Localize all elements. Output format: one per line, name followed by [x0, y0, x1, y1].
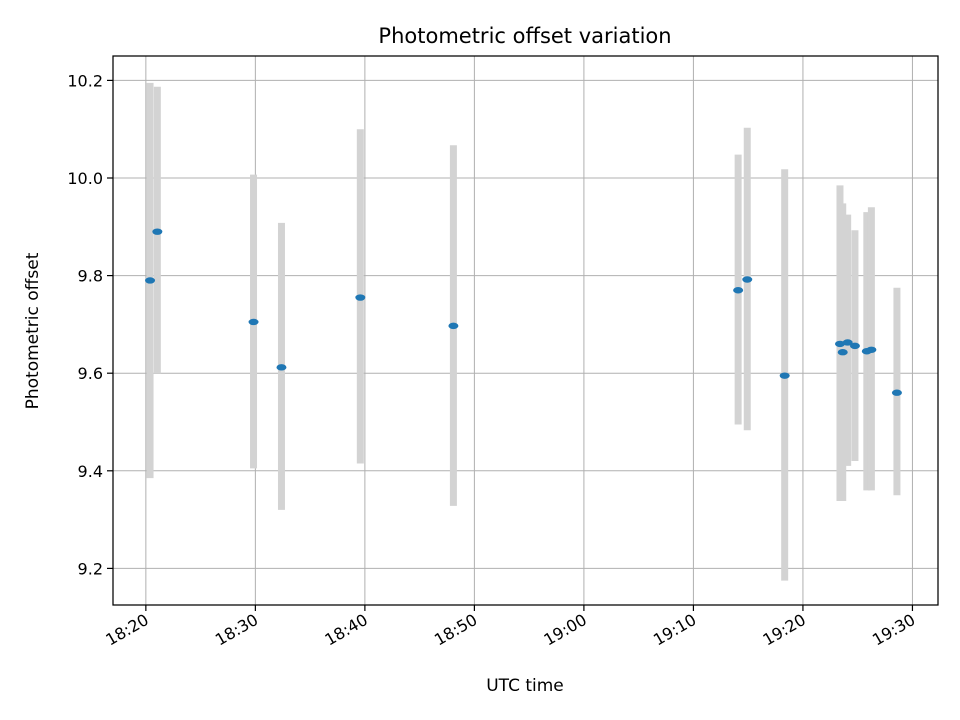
y-tick-label: 9.8	[78, 267, 103, 286]
data-point	[733, 287, 744, 294]
data-point	[849, 342, 860, 350]
data-point	[842, 339, 853, 346]
x-tick-label: 19:30	[869, 610, 918, 650]
error-bars	[146, 82, 901, 581]
data-point	[145, 277, 156, 284]
y-tick-label: 9.2	[78, 559, 103, 578]
data-point	[866, 346, 877, 353]
y-axis: 9.2 9.4 9.6 9.8 10.0 10.2	[67, 71, 113, 578]
y-tick-label: 9.4	[78, 462, 103, 481]
x-axis-title: UTC time	[486, 676, 564, 696]
x-tick-label: 18:40	[321, 610, 370, 650]
grid	[113, 56, 938, 605]
x-tick-label: 19:20	[760, 610, 809, 650]
data-point	[742, 276, 753, 283]
x-tick-label: 18:50	[431, 610, 480, 650]
data-point	[276, 364, 287, 371]
plot-frame	[112, 55, 939, 606]
data-point	[448, 322, 459, 330]
data-point	[837, 349, 848, 356]
y-tick-label: 10.2	[67, 71, 103, 90]
data-points	[145, 228, 902, 396]
y-tick-label: 9.6	[78, 364, 103, 383]
y-tick-label: 10.0	[67, 169, 103, 188]
data-point	[834, 340, 845, 348]
data-point	[355, 294, 366, 301]
x-tick-label: 19:00	[540, 610, 589, 650]
chart-title: Photometric offset variation	[378, 24, 671, 48]
x-tick-label: 18:20	[102, 610, 151, 650]
data-point	[152, 228, 163, 235]
x-tick-label: 18:30	[212, 610, 261, 650]
data-point	[891, 389, 902, 396]
x-tick-label: 19:10	[650, 610, 699, 650]
data-point	[248, 318, 259, 326]
x-axis: 18:20 18:30 18:40 18:50 19:00 19:10 19:20 19:30	[102, 605, 918, 650]
data-point	[779, 372, 790, 379]
y-axis-title: Photometric offset	[23, 252, 43, 409]
